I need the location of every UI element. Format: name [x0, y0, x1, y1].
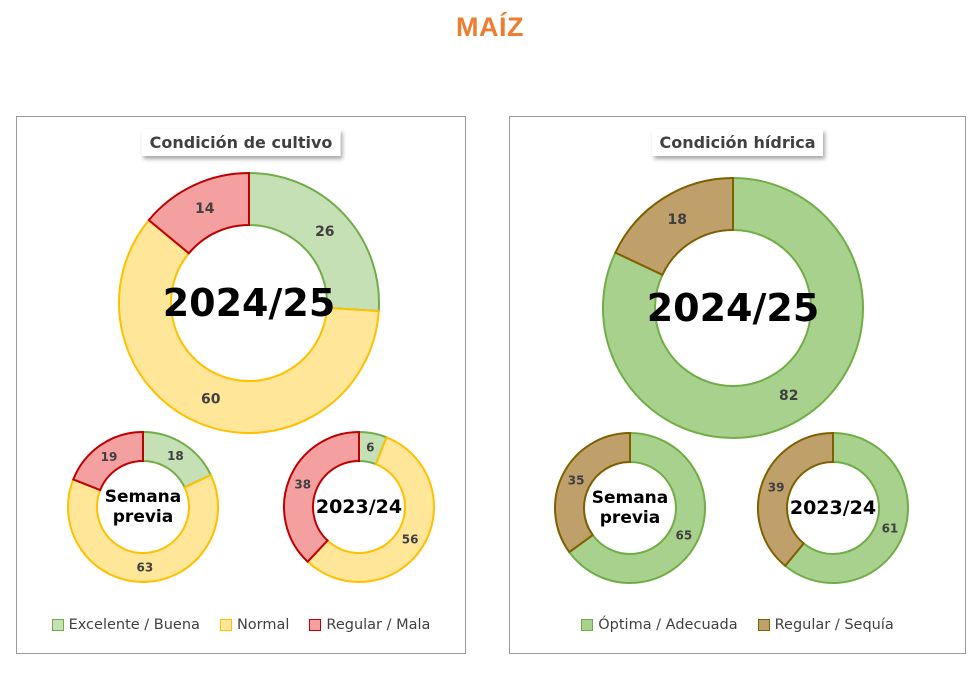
- page-title: MAÍZ: [456, 12, 524, 42]
- donut-value-label-optima: 82: [779, 388, 798, 404]
- legend-item-optima: Óptima / Adecuada: [581, 617, 738, 633]
- legend-label: Óptima / Adecuada: [598, 617, 738, 633]
- donut-center-label: previa: [600, 508, 660, 528]
- legend-swatch-excelente: [51, 619, 64, 631]
- donut-slice-sequia: [614, 176, 734, 277]
- donut-value-label-normal: 60: [201, 392, 221, 408]
- donut-slice-sequia: [554, 431, 631, 554]
- donut-slice-mala: [283, 430, 360, 564]
- donut-value-label-excelente: 18: [167, 449, 184, 463]
- donut-value-label-excelente: 6: [366, 441, 374, 455]
- donut-value-label-mala: 38: [294, 478, 311, 492]
- donut-slice-normal: [67, 473, 219, 583]
- donut-value-label-sequia: 39: [768, 481, 785, 495]
- donut-slice-optima: [783, 431, 909, 584]
- legend-item-sequia: Regular / Sequía: [757, 617, 894, 633]
- donut-value-label-normal: 63: [137, 560, 154, 574]
- water-condition-2023-24-donut: 61 39 2023/24: [757, 431, 909, 584]
- water-condition-title: Condición hídrica: [651, 129, 824, 156]
- donut-slice-mala: [71, 430, 144, 492]
- donut-value-label-normal: 56: [402, 532, 419, 546]
- donut-value-label-mala: 14: [195, 201, 215, 217]
- donut-value-label-optima: 65: [676, 528, 693, 542]
- legend-swatch-mala: [309, 619, 322, 631]
- legend-label: Normal: [236, 617, 290, 633]
- legend-item-mala: Regular / Mala: [309, 617, 430, 633]
- legend-label: Regular / Mala: [326, 617, 431, 633]
- donut-center-label: 2024/25: [647, 286, 820, 330]
- crop-condition-legend: Excelente / Buena Normal Regular / Mala: [17, 617, 465, 633]
- donut-center-label: 2024/25: [163, 281, 336, 325]
- donut-value-label-sequia: 35: [568, 474, 585, 488]
- donut-center-label: Semana: [592, 488, 669, 508]
- legend-label: Excelente / Buena: [68, 617, 200, 633]
- legend-swatch-optima: [581, 619, 594, 631]
- donut-value-label-sequia: 18: [668, 212, 687, 228]
- crop-condition-panel: Condición de cultivo 26 60 14 2024/25 18 63 1…: [16, 116, 466, 654]
- legend-swatch-sequia: [757, 619, 770, 631]
- donut-center-label: 2023/24: [790, 497, 876, 519]
- donut-slice-excelente: [248, 171, 380, 313]
- crop-condition-2023-24-donut: 6 56 38 2023/24: [283, 430, 435, 583]
- donut-value-label-optima: 61: [882, 521, 899, 535]
- donut-slice-optima: [602, 176, 864, 439]
- legend-swatch-normal: [219, 619, 232, 631]
- crop-condition-title: Condición de cultivo: [141, 129, 341, 156]
- donut-value-label-excelente: 26: [315, 224, 334, 240]
- donut-slice-normal: [306, 435, 435, 583]
- donut-slice-optima: [567, 431, 706, 584]
- donut-center-label: 2023/24: [316, 496, 402, 518]
- water-condition-2024-25-donut: 82 18 2024/25: [602, 176, 864, 439]
- donut-slice-normal: [118, 218, 380, 434]
- water-condition-legend: Óptima / Adecuada Regular / Sequía: [510, 617, 965, 633]
- water-condition-panel: Condición hídrica 82 18 2024/25 65 35 Semana…: [509, 116, 966, 654]
- legend-item-normal: Normal: [219, 617, 290, 633]
- donut-center-label: previa: [113, 507, 173, 527]
- donut-slice-mala: [147, 171, 250, 255]
- donut-center-label: Semana: [105, 487, 182, 507]
- legend-item-excelente: Excelente / Buena: [51, 617, 200, 633]
- donut-value-label-mala: 19: [101, 450, 118, 464]
- crop-condition-2024-25-donut: 26 60 14 2024/25: [118, 171, 380, 434]
- donut-slice-sequia: [757, 431, 834, 568]
- legend-label: Regular / Sequía: [774, 617, 894, 633]
